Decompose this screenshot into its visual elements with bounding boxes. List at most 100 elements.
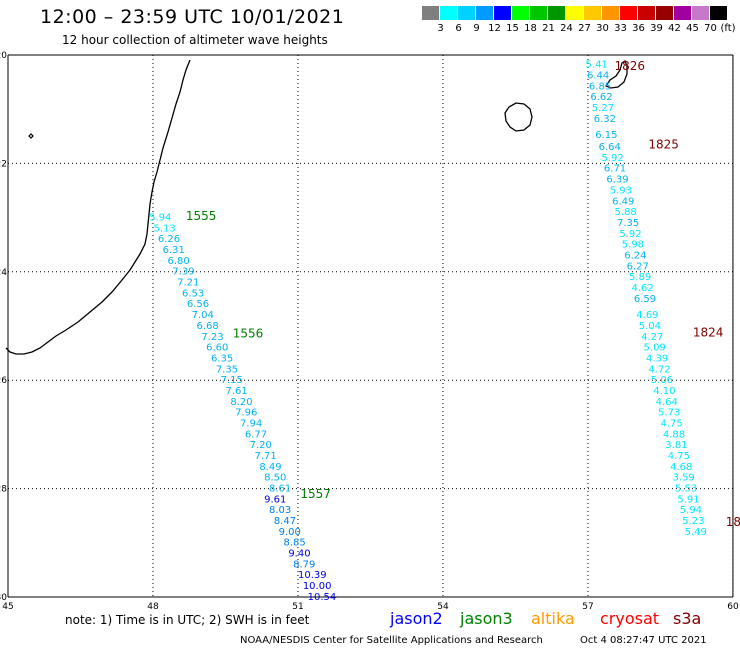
wave-height-value: 6.71	[604, 164, 626, 175]
wave-height-value: 7.35	[216, 364, 238, 375]
wave-height-value: 6.60	[206, 343, 228, 354]
colorbar-swatch	[602, 6, 619, 20]
wave-height-value: 6.59	[634, 294, 656, 305]
credit-line: NOAA/NESDIS Center for Satellite Applica…	[240, 635, 543, 646]
wave-height-value: 7.35	[617, 218, 639, 229]
wave-height-value: 7.61	[225, 386, 247, 397]
wave-height-value: 4.62	[631, 283, 653, 294]
wave-height-value: 8.61	[269, 484, 291, 495]
map-title: 12:00 – 23:59 UTC 10/01/2021	[40, 6, 345, 28]
lon-tick-label: 45	[2, 602, 13, 612]
wave-height-value: 7.04	[192, 310, 214, 321]
colorbar-swatch	[620, 6, 637, 20]
wave-height-value: 8.79	[293, 559, 315, 570]
colorbar-label: 15	[506, 23, 519, 34]
pass-time-label: 1825	[648, 137, 679, 151]
pass-time-label: 1557	[300, 487, 331, 501]
colorbar-swatch	[656, 6, 673, 20]
wave-height-value: 5.06	[651, 375, 673, 386]
wave-height-value: 7.21	[177, 278, 199, 289]
colorbar-swatch	[440, 6, 457, 20]
legend-jason3: jason3	[460, 609, 513, 628]
wave-height-value: 7.20	[250, 440, 272, 451]
colorbar-label: 3	[437, 23, 444, 34]
wave-height-value: 6.26	[158, 234, 180, 245]
colorbar-label: 33	[614, 23, 627, 34]
colorbar-swatch	[566, 6, 583, 20]
map-grid	[7, 54, 734, 598]
colorbar-label: 6	[455, 23, 462, 34]
wave-height-value: 5.93	[610, 185, 632, 196]
colorbar-label: 18	[524, 23, 537, 34]
wave-height-value: 6.39	[606, 175, 628, 186]
wave-height-value: 4.88	[663, 429, 685, 440]
wave-height-value: 5.41	[586, 60, 608, 71]
legend-s3a: s3a	[673, 609, 702, 628]
wave-height-value: 10.39	[298, 570, 327, 581]
colorbar-unit: (ft)	[720, 23, 736, 34]
satellite-tracks: 5.945.136.266.316.807.397.216.536.567.04…	[149, 59, 740, 603]
wave-height-value: 4.27	[641, 332, 663, 343]
colorbar-swatch	[476, 6, 493, 20]
lat-tick-label: -24	[0, 268, 7, 278]
wave-height-value: 3.81	[665, 440, 687, 451]
colorbar-label: 45	[686, 23, 699, 34]
wave-height-value: 6.32	[594, 114, 616, 125]
wave-height-value: 7.39	[172, 267, 194, 278]
colorbar-label: 12	[488, 23, 501, 34]
wave-height-value: 5.27	[592, 103, 614, 114]
lat-tick-label: -28	[0, 485, 7, 495]
pass-time-label: 1826	[615, 59, 646, 73]
colorbar-swatch	[710, 6, 727, 20]
pass-time-label: 1824	[693, 325, 724, 339]
wave-height-value: 5.91	[677, 494, 699, 505]
colorbar-swatch	[512, 6, 529, 20]
map-subtitle: 12 hour collection of altimeter wave hei…	[62, 33, 328, 47]
wave-height-value: 4.39	[646, 353, 668, 364]
wave-height-value: 6.15	[595, 130, 617, 141]
lat-tick-label: -22	[0, 159, 7, 169]
wave-height-value: 8.50	[264, 473, 286, 484]
wave-height-value: 8.49	[259, 462, 281, 473]
wave-height-value: 8.20	[230, 397, 252, 408]
wave-height-value: 9.00	[279, 527, 301, 538]
colorbar-label: 27	[578, 23, 591, 34]
pass-time-label: 1555	[186, 209, 217, 223]
wave-height-value: 5.89	[629, 272, 651, 283]
wave-height-value: 6.31	[163, 245, 185, 256]
colorbar-swatch	[458, 6, 475, 20]
wave-height-value: 10.54	[308, 592, 337, 603]
wave-height-value: 5.23	[682, 516, 704, 527]
wave-height-value: 3.59	[673, 473, 695, 484]
wave-height-value: 4.75	[660, 418, 682, 429]
wave-height-value: 4.64	[656, 397, 678, 408]
colorbar-swatch	[584, 6, 601, 20]
axis-tick-labels: 45 48 51 54 57 60 -20 -22 -24 -26 -28 -30	[0, 51, 739, 612]
wave-height-value: 7.94	[240, 418, 262, 429]
colorbar-label: 70	[704, 23, 717, 34]
wave-height-value: 6.27	[627, 261, 649, 272]
wave-height-value: 8.85	[283, 538, 305, 549]
colorbar-swatch	[530, 6, 547, 20]
wave-height-value: 6.85	[589, 81, 611, 92]
wave-height-value: 8.47	[274, 516, 296, 527]
wave-height-value: 6.64	[599, 142, 621, 153]
lon-tick-label: 48	[147, 602, 159, 612]
wave-height-value: 4.72	[648, 364, 670, 375]
wave-height-value: 4.75	[668, 451, 690, 462]
wave-height-value: 5.92	[601, 153, 623, 164]
wave-height-value: 5.73	[658, 408, 680, 419]
wave-height-value: 6.24	[624, 250, 646, 261]
colorbar-swatch	[692, 6, 709, 20]
lat-tick-label: -26	[0, 376, 7, 386]
wave-height-value: 4.10	[653, 386, 675, 397]
colorbar-swatch	[638, 6, 655, 20]
colorbar-label: 9	[473, 23, 480, 34]
pass-time-label: 1556	[233, 327, 264, 341]
wave-height-value: 4.69	[636, 310, 658, 321]
credit-timestamp: Oct 4 08:27:47 UTC 2021	[580, 635, 707, 646]
wave-height-value: 5.04	[639, 321, 661, 332]
wave-height-value: 10.00	[303, 581, 332, 592]
wave-height-value: 6.35	[211, 353, 233, 364]
